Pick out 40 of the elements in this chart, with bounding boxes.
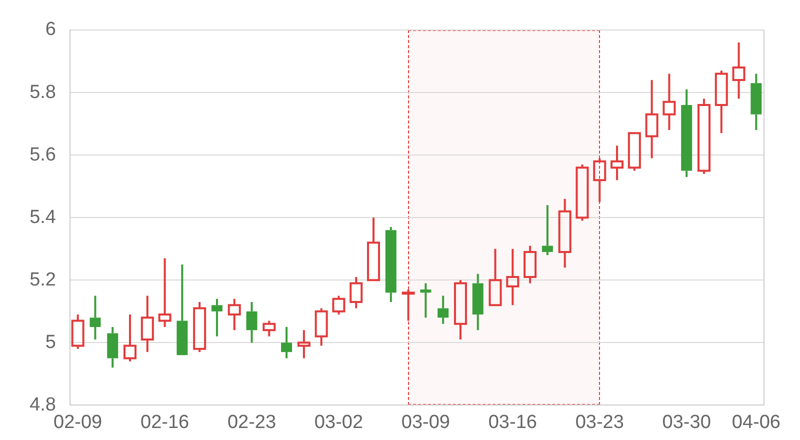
candlestick (71, 314, 84, 350)
candlestick (228, 298, 241, 332)
candlestick (714, 70, 728, 134)
candlestick (593, 157, 606, 203)
candlestick (314, 307, 328, 347)
y-tick-label: 6 (45, 19, 56, 40)
candlestick (262, 320, 276, 338)
x-tick-label: 03-16 (488, 412, 537, 433)
x-tick-label: 03-30 (662, 412, 711, 433)
candlestick (645, 79, 658, 160)
candlestick (350, 276, 363, 310)
x-tick-label: 03-02 (314, 412, 364, 433)
candlestick (454, 279, 467, 341)
x-tick-label: 04-06 (732, 412, 780, 433)
y-tick-label: 5 (45, 332, 56, 353)
x-tick-label: 03-23 (575, 412, 624, 433)
y-tick-label: 5.4 (30, 206, 56, 228)
candlestick (732, 42, 746, 100)
candlestick (297, 329, 310, 360)
y-tick-label: 4.8 (30, 394, 56, 416)
candlestick (506, 248, 520, 306)
candlestick (524, 244, 537, 284)
x-tick-label: 02-16 (140, 412, 190, 433)
candlestick (558, 198, 572, 269)
x-tick-label: 03-09 (401, 412, 450, 433)
y-tick-label: 5.8 (30, 82, 56, 103)
candlestick (662, 72, 676, 132)
candlestick (140, 294, 154, 354)
candlestick (124, 314, 137, 362)
candlestick (697, 98, 710, 175)
y-tick-label: 5.6 (30, 144, 56, 166)
candlestick (158, 257, 172, 328)
x-tick-label: 02-23 (227, 412, 276, 433)
x-tick-label: 02-09 (54, 412, 102, 433)
candlestick (193, 301, 206, 354)
candlestick (488, 248, 502, 306)
y-tick-label: 5.2 (30, 269, 56, 290)
candlestick (610, 144, 624, 182)
candlestick (402, 288, 415, 322)
candlestick (367, 216, 380, 282)
